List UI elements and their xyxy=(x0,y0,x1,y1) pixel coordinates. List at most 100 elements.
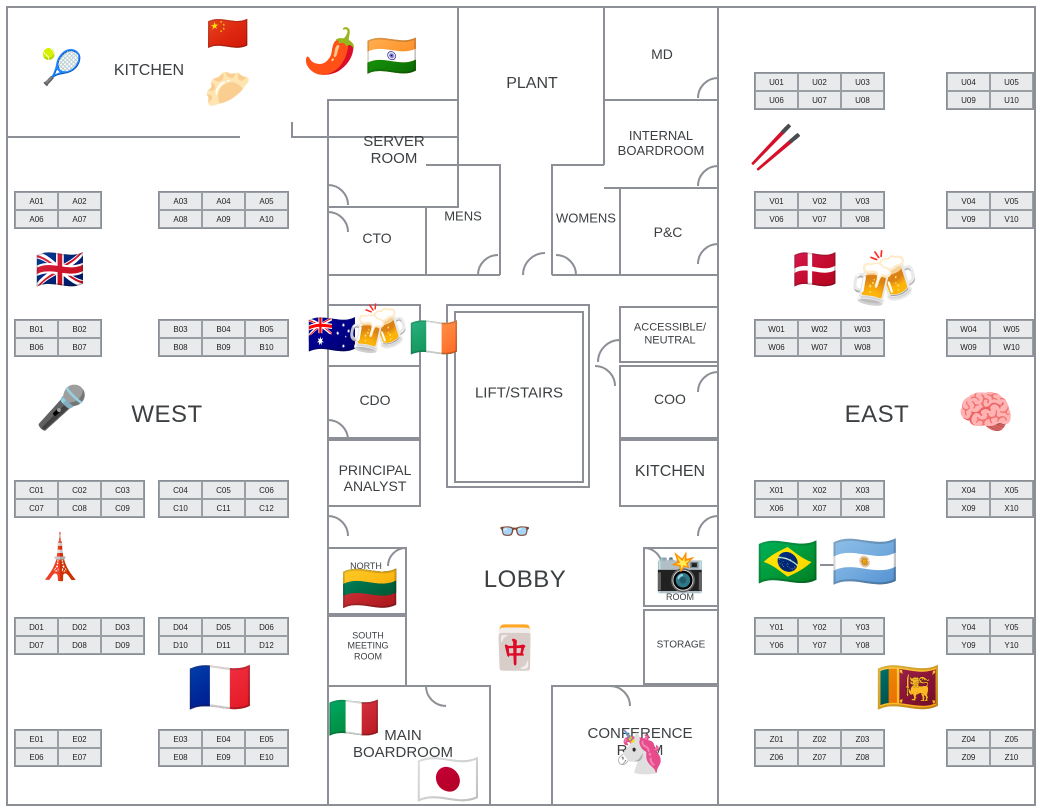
desk-c08[interactable]: C08 xyxy=(58,499,101,517)
desk-d09[interactable]: D09 xyxy=(101,636,144,654)
desk-v06[interactable]: V06 xyxy=(755,210,798,228)
desk-e06[interactable]: E06 xyxy=(15,748,58,766)
desk-a05[interactable]: A05 xyxy=(245,192,288,210)
desk-e03[interactable]: E03 xyxy=(159,730,202,748)
desk-a04[interactable]: A04 xyxy=(202,192,245,210)
desk-v08[interactable]: V08 xyxy=(841,210,884,228)
desk-x07[interactable]: X07 xyxy=(798,499,841,517)
desk-e07[interactable]: E07 xyxy=(58,748,101,766)
desk-z02[interactable]: Z02 xyxy=(798,730,841,748)
desk-c02[interactable]: C02 xyxy=(58,481,101,499)
desk-z07[interactable]: Z07 xyxy=(798,748,841,766)
desk-a09[interactable]: A09 xyxy=(202,210,245,228)
desk-v07[interactable]: V07 xyxy=(798,210,841,228)
desk-z01[interactable]: Z01 xyxy=(755,730,798,748)
desk-d03[interactable]: D03 xyxy=(101,618,144,636)
desk-w01[interactable]: W01 xyxy=(755,320,798,338)
desk-y09[interactable]: Y09 xyxy=(947,636,990,654)
desk-e01[interactable]: E01 xyxy=(15,730,58,748)
desk-x06[interactable]: X06 xyxy=(755,499,798,517)
desk-y02[interactable]: Y02 xyxy=(798,618,841,636)
desk-e05[interactable]: E05 xyxy=(245,730,288,748)
desk-x03[interactable]: X03 xyxy=(841,481,884,499)
desk-x01[interactable]: X01 xyxy=(755,481,798,499)
desk-x10[interactable]: X10 xyxy=(990,499,1033,517)
desk-y05[interactable]: Y05 xyxy=(990,618,1033,636)
desk-v10[interactable]: V10 xyxy=(990,210,1033,228)
desk-e02[interactable]: E02 xyxy=(58,730,101,748)
desk-u02[interactable]: U02 xyxy=(798,73,841,91)
desk-w02[interactable]: W02 xyxy=(798,320,841,338)
desk-x02[interactable]: X02 xyxy=(798,481,841,499)
desk-a06[interactable]: A06 xyxy=(15,210,58,228)
desk-e09[interactable]: E09 xyxy=(202,748,245,766)
desk-e08[interactable]: E08 xyxy=(159,748,202,766)
desk-u03[interactable]: U03 xyxy=(841,73,884,91)
desk-c09[interactable]: C09 xyxy=(101,499,144,517)
desk-b01[interactable]: B01 xyxy=(15,320,58,338)
desk-z09[interactable]: Z09 xyxy=(947,748,990,766)
desk-y07[interactable]: Y07 xyxy=(798,636,841,654)
desk-v05[interactable]: V05 xyxy=(990,192,1033,210)
desk-d02[interactable]: D02 xyxy=(58,618,101,636)
desk-w05[interactable]: W05 xyxy=(990,320,1033,338)
desk-b06[interactable]: B06 xyxy=(15,338,58,356)
desk-b05[interactable]: B05 xyxy=(245,320,288,338)
desk-u10[interactable]: U10 xyxy=(990,91,1033,109)
desk-c06[interactable]: C06 xyxy=(245,481,288,499)
desk-u01[interactable]: U01 xyxy=(755,73,798,91)
desk-a01[interactable]: A01 xyxy=(15,192,58,210)
desk-b03[interactable]: B03 xyxy=(159,320,202,338)
desk-b04[interactable]: B04 xyxy=(202,320,245,338)
desk-x08[interactable]: X08 xyxy=(841,499,884,517)
desk-y10[interactable]: Y10 xyxy=(990,636,1033,654)
desk-z04[interactable]: Z04 xyxy=(947,730,990,748)
desk-w03[interactable]: W03 xyxy=(841,320,884,338)
desk-w07[interactable]: W07 xyxy=(798,338,841,356)
desk-w06[interactable]: W06 xyxy=(755,338,798,356)
desk-c04[interactable]: C04 xyxy=(159,481,202,499)
desk-u07[interactable]: U07 xyxy=(798,91,841,109)
desk-c03[interactable]: C03 xyxy=(101,481,144,499)
desk-z10[interactable]: Z10 xyxy=(990,748,1033,766)
desk-u06[interactable]: U06 xyxy=(755,91,798,109)
desk-c11[interactable]: C11 xyxy=(202,499,245,517)
desk-v04[interactable]: V04 xyxy=(947,192,990,210)
desk-w04[interactable]: W04 xyxy=(947,320,990,338)
desk-e10[interactable]: E10 xyxy=(245,748,288,766)
desk-c10[interactable]: C10 xyxy=(159,499,202,517)
desk-b08[interactable]: B08 xyxy=(159,338,202,356)
desk-c05[interactable]: C05 xyxy=(202,481,245,499)
desk-d06[interactable]: D06 xyxy=(245,618,288,636)
desk-e04[interactable]: E04 xyxy=(202,730,245,748)
desk-y06[interactable]: Y06 xyxy=(755,636,798,654)
desk-d08[interactable]: D08 xyxy=(58,636,101,654)
desk-a10[interactable]: A10 xyxy=(245,210,288,228)
desk-y04[interactable]: Y04 xyxy=(947,618,990,636)
desk-u08[interactable]: U08 xyxy=(841,91,884,109)
desk-a07[interactable]: A07 xyxy=(58,210,101,228)
desk-b10[interactable]: B10 xyxy=(245,338,288,356)
desk-c07[interactable]: C07 xyxy=(15,499,58,517)
desk-b09[interactable]: B09 xyxy=(202,338,245,356)
desk-v02[interactable]: V02 xyxy=(798,192,841,210)
desk-y08[interactable]: Y08 xyxy=(841,636,884,654)
desk-d04[interactable]: D04 xyxy=(159,618,202,636)
desk-d07[interactable]: D07 xyxy=(15,636,58,654)
desk-w08[interactable]: W08 xyxy=(841,338,884,356)
desk-b07[interactable]: B07 xyxy=(58,338,101,356)
desk-x09[interactable]: X09 xyxy=(947,499,990,517)
desk-z03[interactable]: Z03 xyxy=(841,730,884,748)
desk-x04[interactable]: X04 xyxy=(947,481,990,499)
desk-w09[interactable]: W09 xyxy=(947,338,990,356)
desk-c12[interactable]: C12 xyxy=(245,499,288,517)
desk-a03[interactable]: A03 xyxy=(159,192,202,210)
desk-d01[interactable]: D01 xyxy=(15,618,58,636)
desk-c01[interactable]: C01 xyxy=(15,481,58,499)
desk-y01[interactable]: Y01 xyxy=(755,618,798,636)
desk-z05[interactable]: Z05 xyxy=(990,730,1033,748)
desk-d11[interactable]: D11 xyxy=(202,636,245,654)
desk-u04[interactable]: U04 xyxy=(947,73,990,91)
desk-z06[interactable]: Z06 xyxy=(755,748,798,766)
desk-a08[interactable]: A08 xyxy=(159,210,202,228)
